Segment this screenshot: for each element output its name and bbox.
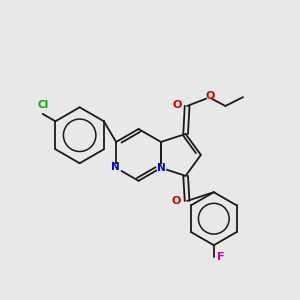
Text: N: N [157, 163, 166, 173]
Text: Cl: Cl [37, 100, 48, 110]
Text: F: F [217, 252, 224, 262]
Text: ●: ● [111, 161, 122, 174]
Text: O: O [206, 91, 215, 101]
Text: O: O [172, 100, 182, 110]
Text: ●: ● [156, 161, 167, 174]
Text: N: N [111, 162, 120, 172]
Text: O: O [171, 196, 181, 206]
